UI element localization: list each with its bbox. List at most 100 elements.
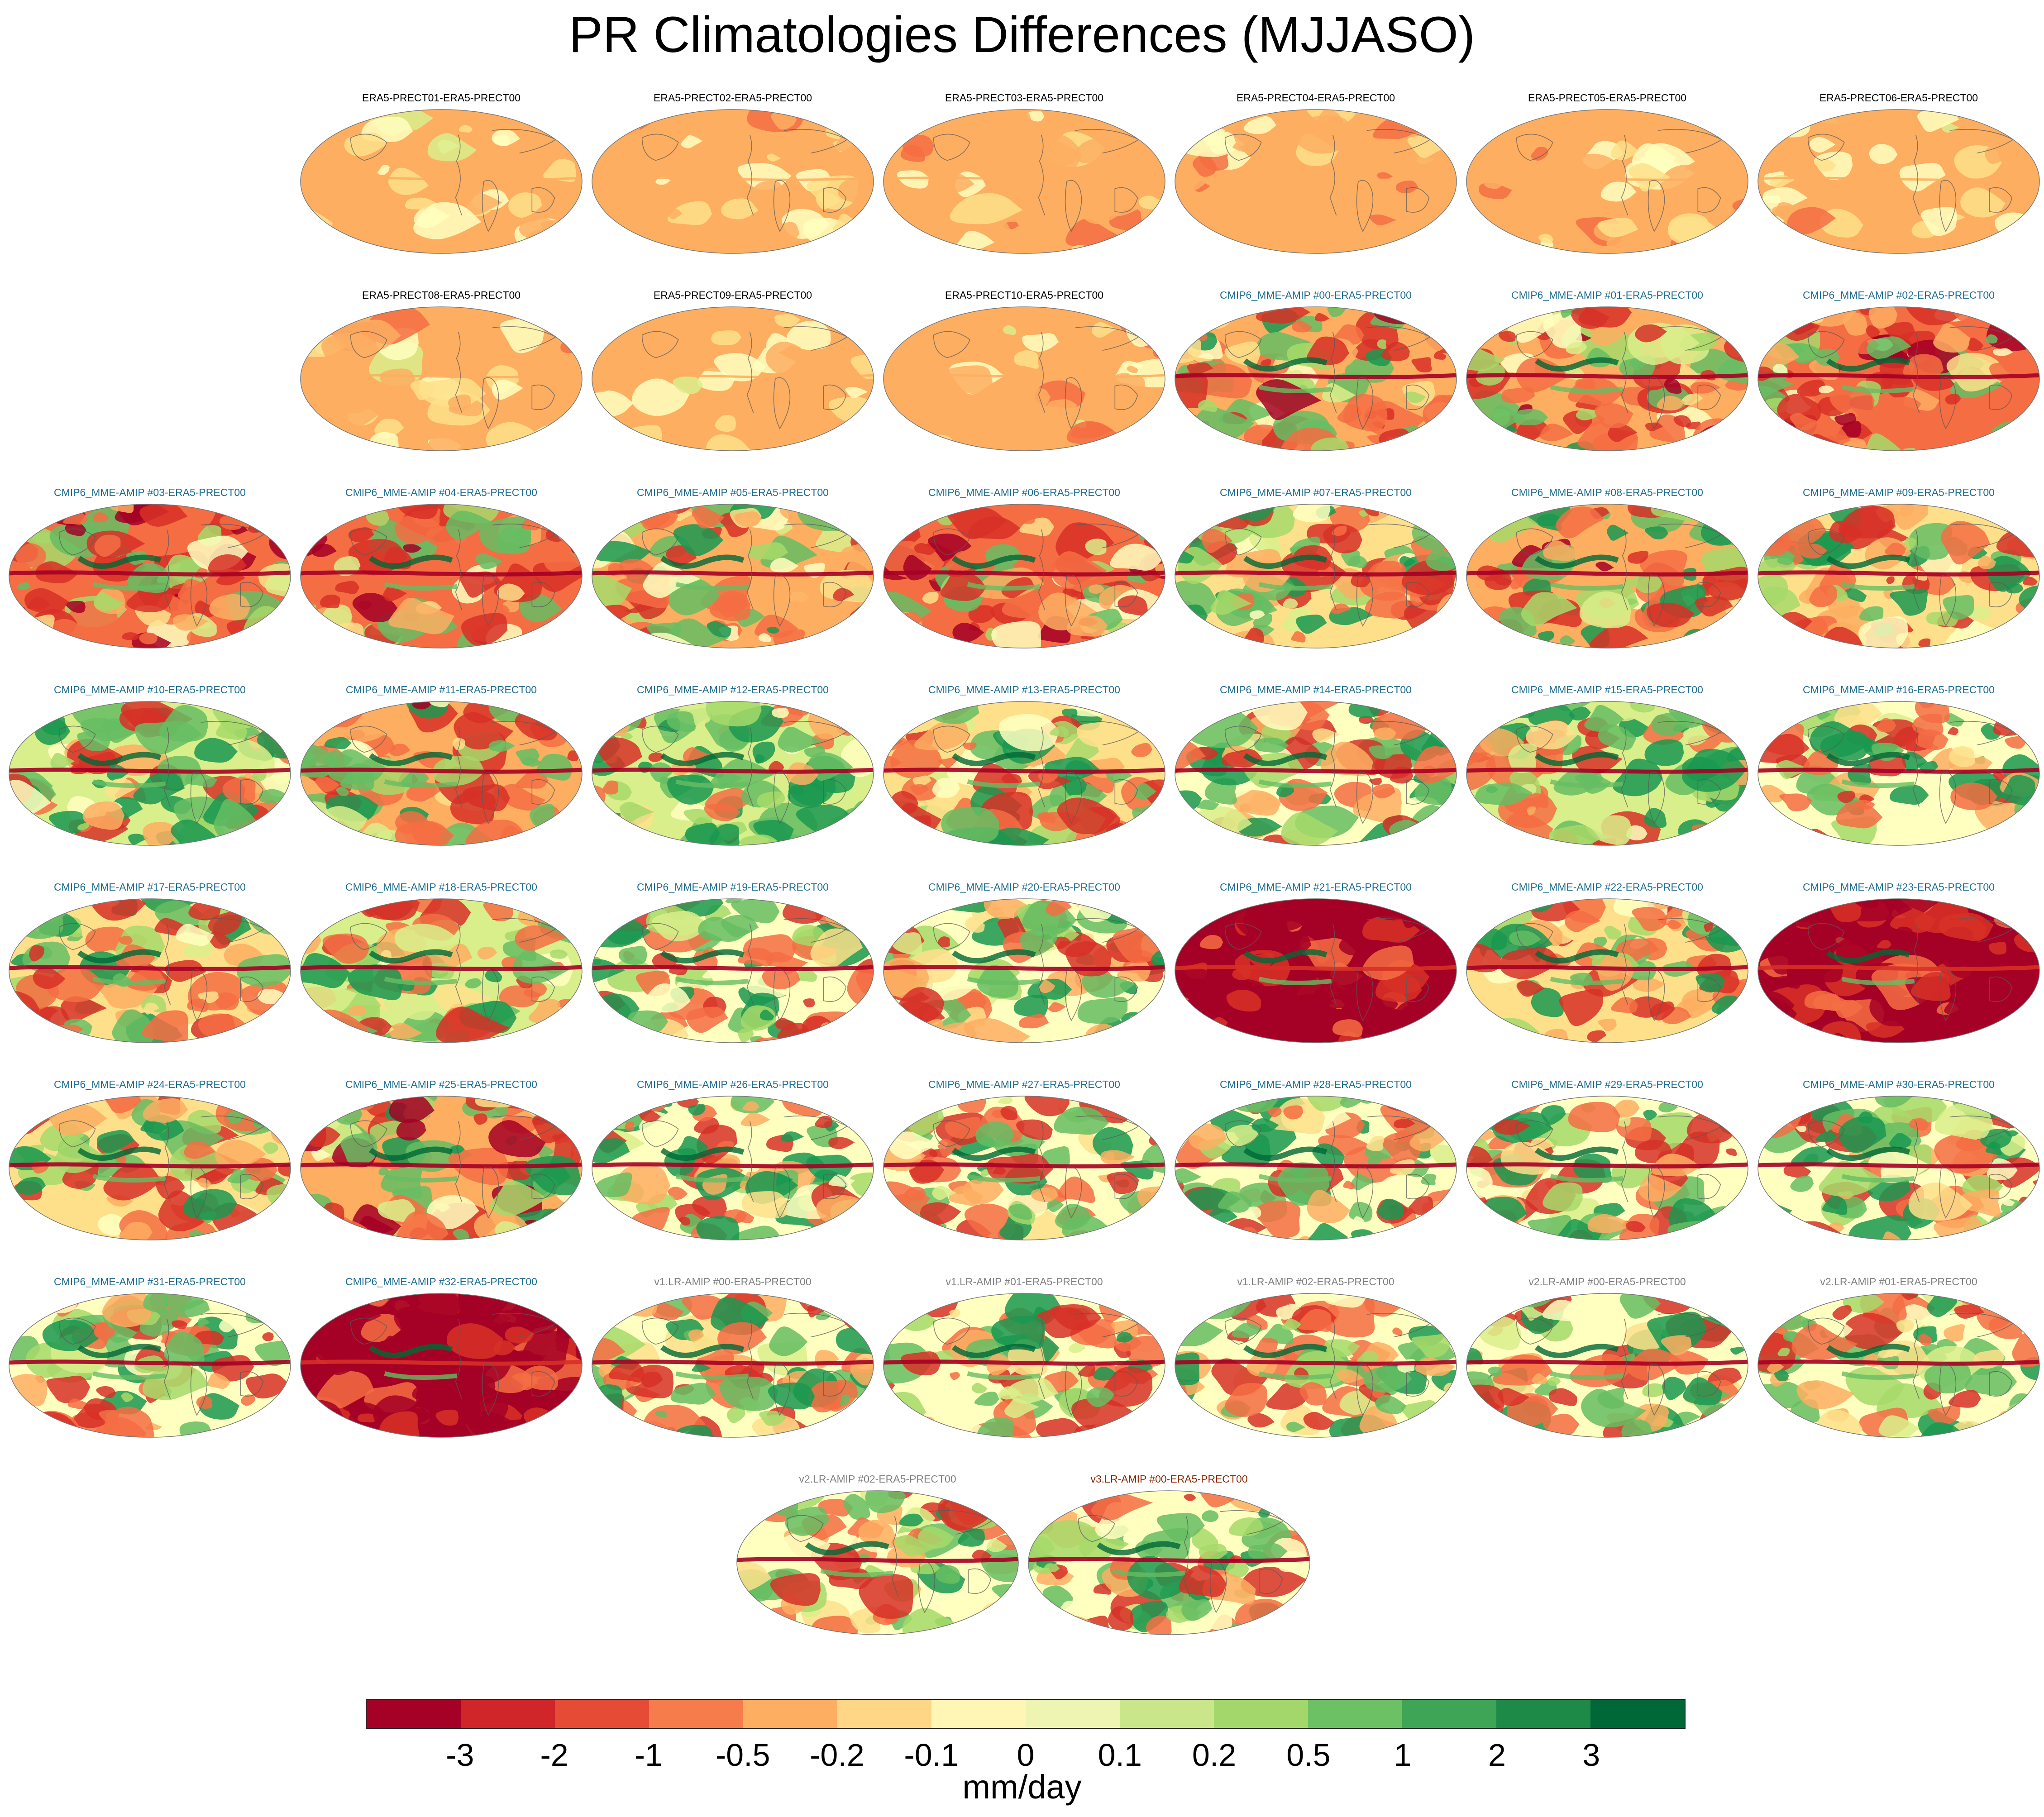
map-panel-title: CMIP6_MME-AMIP #30-ERA5-PRECT00 [1803,1078,1995,1090]
map-panel: CMIP6_MME-AMIP #29-ERA5-PRECT00 [1466,1077,1749,1242]
map-panel-title: ERA5-PRECT02-ERA5-PRECT00 [653,92,812,104]
map-panel: ERA5-PRECT08-ERA5-PRECT00 [300,288,583,453]
map-panel-title: CMIP6_MME-AMIP #13-ERA5-PRECT00 [928,684,1120,696]
colorbar-tick-label: 0 [1017,1737,1035,1773]
map-panel: CMIP6_MME-AMIP #20-ERA5-PRECT00 [883,880,1166,1044]
colorbar-tick-label: -2 [540,1737,568,1773]
map-panel-title: CMIP6_MME-AMIP #10-ERA5-PRECT00 [54,684,246,696]
precip-difference-map [1757,1096,2040,1240]
map-panel-title: CMIP6_MME-AMIP #08-ERA5-PRECT00 [1511,486,1703,498]
map-panel: CMIP6_MME-AMIP #05-ERA5-PRECT00 [591,485,874,650]
map-panel-title: CMIP6_MME-AMIP #05-ERA5-PRECT00 [637,486,829,498]
precip-difference-map [300,1293,583,1438]
map-panel-title: v1.LR-AMIP #00-ERA5-PRECT00 [654,1276,812,1288]
map-panel: CMIP6_MME-AMIP #15-ERA5-PRECT00 [1466,682,1749,847]
map-panel-title: v1.LR-AMIP #02-ERA5-PRECT00 [1237,1276,1395,1288]
map-panel: CMIP6_MME-AMIP #32-ERA5-PRECT00 [300,1274,583,1439]
precip-difference-map [883,504,1165,649]
map-panel-title: CMIP6_MME-AMIP #07-ERA5-PRECT00 [1220,486,1412,498]
map-panel-title: CMIP6_MME-AMIP #27-ERA5-PRECT00 [928,1078,1120,1090]
precip-difference-map [1757,1293,2040,1438]
precip-difference-map [300,1096,583,1240]
map-panel-title: CMIP6_MME-AMIP #29-ERA5-PRECT00 [1511,1078,1703,1090]
colorbar [366,1699,1686,1729]
colorbar-swatch [367,1700,461,1728]
map-panel: CMIP6_MME-AMIP #13-ERA5-PRECT00 [883,682,1166,847]
map-panel: ERA5-PRECT05-ERA5-PRECT00 [1466,91,1749,255]
precip-difference-map [300,504,583,649]
map-panel: CMIP6_MME-AMIP #25-ERA5-PRECT00 [300,1077,583,1242]
precip-difference-map [9,1096,291,1240]
map-panel-title: v2.LR-AMIP #00-ERA5-PRECT00 [1528,1276,1686,1288]
map-panel-title: ERA5-PRECT06-ERA5-PRECT00 [1819,92,1978,104]
map-panel-title: CMIP6_MME-AMIP #14-ERA5-PRECT00 [1220,684,1412,696]
map-panel-title: v3.LR-AMIP #00-ERA5-PRECT00 [1090,1473,1248,1485]
map-panel-title: CMIP6_MME-AMIP #12-ERA5-PRECT00 [637,684,829,696]
precip-difference-map [1028,1490,1310,1635]
precip-difference-map [883,1293,1165,1438]
precip-difference-map [1757,306,2040,451]
map-panel: v2.LR-AMIP #01-ERA5-PRECT00 [1757,1274,2040,1439]
map-panel: CMIP6_MME-AMIP #16-ERA5-PRECT00 [1757,682,2040,847]
map-panel: CMIP6_MME-AMIP #14-ERA5-PRECT00 [1174,682,1457,847]
map-panel-title: CMIP6_MME-AMIP #22-ERA5-PRECT00 [1511,881,1703,893]
precip-difference-map [1466,1096,1748,1240]
precip-difference-map [1175,109,1457,254]
map-panel: CMIP6_MME-AMIP #01-ERA5-PRECT00 [1466,288,1749,453]
precip-difference-map [592,1096,874,1240]
precip-difference-map [1175,504,1457,649]
map-panel-title: CMIP6_MME-AMIP #18-ERA5-PRECT00 [345,881,537,893]
precip-difference-map [9,504,291,649]
map-panel-title: CMIP6_MME-AMIP #25-ERA5-PRECT00 [345,1078,537,1090]
map-panel: ERA5-PRECT01-ERA5-PRECT00 [300,91,583,255]
map-panel: CMIP6_MME-AMIP #31-ERA5-PRECT00 [8,1274,291,1439]
map-panel-title: CMIP6_MME-AMIP #20-ERA5-PRECT00 [928,881,1120,893]
map-panel-title: ERA5-PRECT04-ERA5-PRECT00 [1236,92,1395,104]
map-panel-title: CMIP6_MME-AMIP #19-ERA5-PRECT00 [637,881,829,893]
precip-difference-map [1757,504,2040,649]
precip-difference-map [1466,504,1748,649]
map-panel-title: CMIP6_MME-AMIP #24-ERA5-PRECT00 [54,1078,246,1090]
map-panel: ERA5-PRECT09-ERA5-PRECT00 [591,288,874,453]
precip-difference-map [736,1490,1019,1635]
colorbar-tick-label: 0.5 [1286,1737,1331,1773]
precip-difference-map [1466,898,1748,1043]
map-panel-title: CMIP6_MME-AMIP #26-ERA5-PRECT00 [637,1078,829,1090]
colorbar-swatch [461,1700,555,1728]
colorbar-swatch [743,1700,837,1728]
map-panel: CMIP6_MME-AMIP #07-ERA5-PRECT00 [1174,485,1457,650]
map-panel: CMIP6_MME-AMIP #11-ERA5-PRECT00 [300,682,583,847]
map-panel-title: v1.LR-AMIP #01-ERA5-PRECT00 [946,1276,1103,1288]
map-panel: v1.LR-AMIP #00-ERA5-PRECT00 [591,1274,874,1439]
precip-difference-map [883,306,1165,451]
map-panel: CMIP6_MME-AMIP #10-ERA5-PRECT00 [8,682,291,847]
map-panel: CMIP6_MME-AMIP #24-ERA5-PRECT00 [8,1077,291,1242]
map-panel-title: CMIP6_MME-AMIP #04-ERA5-PRECT00 [345,486,537,498]
map-panel: v2.LR-AMIP #02-ERA5-PRECT00 [736,1472,1019,1636]
precip-difference-map [300,109,583,254]
map-panel: CMIP6_MME-AMIP #18-ERA5-PRECT00 [300,880,583,1044]
precip-difference-map [1175,898,1457,1043]
map-panel: v1.LR-AMIP #02-ERA5-PRECT00 [1174,1274,1457,1439]
map-panel-title: ERA5-PRECT03-ERA5-PRECT00 [945,92,1104,104]
map-panel: CMIP6_MME-AMIP #26-ERA5-PRECT00 [591,1077,874,1242]
map-panel-title: CMIP6_MME-AMIP #21-ERA5-PRECT00 [1220,881,1412,893]
map-panel-title: CMIP6_MME-AMIP #17-ERA5-PRECT00 [54,881,246,893]
precip-difference-map [592,898,874,1043]
map-panel: CMIP6_MME-AMIP #04-ERA5-PRECT00 [300,485,583,650]
colorbar-tick-label: 0.1 [1098,1737,1142,1773]
page-title: PR Climatologies Differences (MJJASO) [568,6,1476,63]
map-panel-title: ERA5-PRECT08-ERA5-PRECT00 [362,289,521,301]
map-panel-title: CMIP6_MME-AMIP #15-ERA5-PRECT00 [1511,684,1703,696]
colorbar-swatch [1214,1700,1308,1728]
colorbar-swatch [1590,1700,1685,1728]
map-panel: CMIP6_MME-AMIP #00-ERA5-PRECT00 [1174,288,1457,453]
map-panel: CMIP6_MME-AMIP #12-ERA5-PRECT00 [591,682,874,847]
precip-difference-map [9,898,291,1043]
map-panel-title: CMIP6_MME-AMIP #28-ERA5-PRECT00 [1220,1078,1412,1090]
map-panel-title: CMIP6_MME-AMIP #03-ERA5-PRECT00 [54,486,246,498]
colorbar-swatch [931,1700,1026,1728]
colorbar-tick-label: -3 [446,1737,474,1773]
map-panel-title: CMIP6_MME-AMIP #09-ERA5-PRECT00 [1803,486,1995,498]
colorbar-swatch [1308,1700,1402,1728]
